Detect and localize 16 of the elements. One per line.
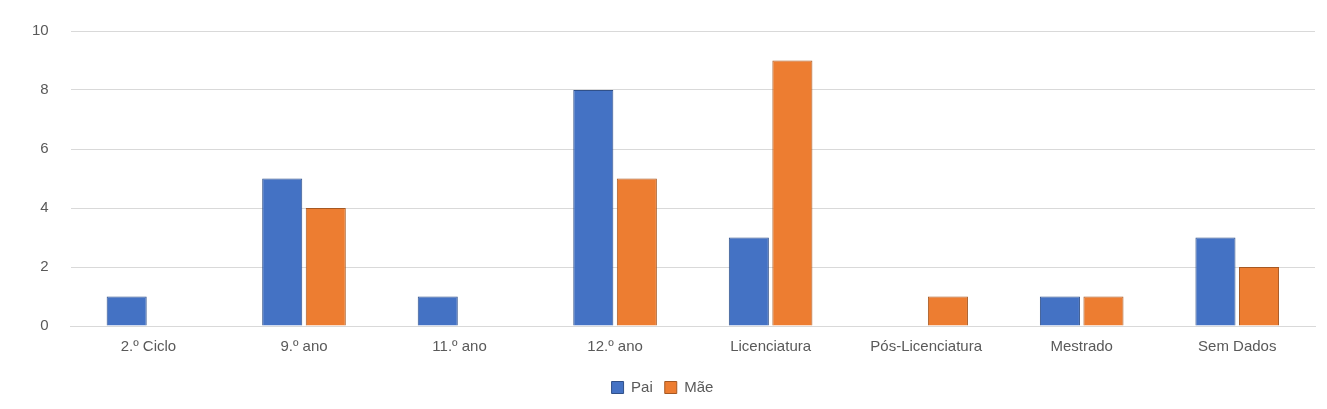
x-tick-label: Pós-Licenciatura	[870, 337, 983, 355]
y-tick-label: 2	[40, 257, 49, 275]
y-tick-label: 10	[32, 21, 49, 39]
y-tick-label: 6	[40, 139, 49, 157]
y-tick-label: 4	[40, 198, 49, 216]
x-tick-label: Mestrado	[1050, 337, 1113, 355]
legend-label: Mãe	[684, 377, 714, 395]
x-tick-label: Licenciatura	[730, 337, 812, 355]
x-tick-label: 12.º ano	[587, 337, 643, 355]
y-tick-label: 8	[40, 80, 49, 98]
x-tick-label: 2.º Ciclo	[120, 337, 177, 355]
y-tick-label: 0	[40, 316, 49, 334]
legend-label: Pai	[631, 377, 653, 395]
x-tick-label: 11.º ano	[432, 337, 487, 355]
x-tick-label: 9.º ano	[280, 337, 328, 355]
x-tick-label: Sem Dados	[1198, 337, 1277, 355]
